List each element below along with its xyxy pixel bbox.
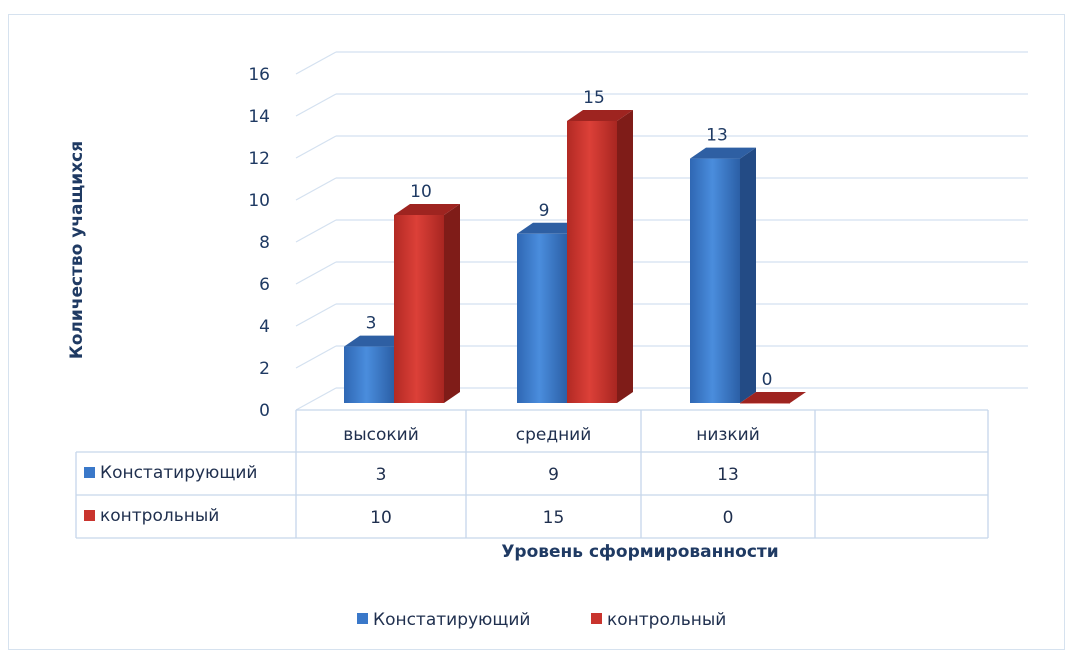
bar-top bbox=[517, 222, 583, 234]
gridline-depth bbox=[295, 177, 337, 201]
y-tick-label: 8 bbox=[259, 233, 270, 253]
bar bbox=[567, 121, 617, 403]
y-axis-title: Количество учащихся bbox=[67, 141, 87, 359]
bar bbox=[517, 233, 567, 403]
gridline-depth bbox=[295, 261, 337, 285]
table-cell: 15 bbox=[543, 508, 565, 528]
gridline-depth bbox=[295, 345, 337, 369]
table-cell: 9 bbox=[548, 465, 559, 485]
gridline-depth bbox=[295, 387, 337, 411]
bar bbox=[344, 346, 394, 403]
legend-label: контрольный bbox=[607, 610, 726, 630]
y-tick-label: 14 bbox=[248, 107, 270, 127]
data-labels: 3 10 9 15 13 0 bbox=[366, 88, 773, 390]
bar-top bbox=[690, 147, 756, 159]
data-label: 0 bbox=[762, 370, 773, 390]
gridline-depth bbox=[295, 93, 337, 117]
y-tick-label: 0 bbox=[259, 401, 270, 421]
table-cell: 10 bbox=[370, 508, 392, 528]
data-table: высокий средний низкий Констатирующий 3 9 13 ко… bbox=[75, 409, 989, 539]
y-axis-ticks: 0 2 4 6 8 10 12 14 16 bbox=[248, 65, 270, 421]
legend: Констатирующий контрольный bbox=[357, 610, 726, 630]
bar bbox=[394, 215, 444, 403]
bar-side bbox=[444, 204, 460, 403]
bar bbox=[690, 158, 740, 403]
bar-side bbox=[740, 147, 756, 403]
bar-top bbox=[567, 110, 633, 121]
bar-side bbox=[617, 110, 633, 403]
data-label: 9 bbox=[539, 201, 550, 221]
table-series-name: Констатирующий bbox=[100, 463, 257, 483]
data-label: 13 bbox=[706, 126, 728, 146]
data-label: 15 bbox=[583, 88, 605, 108]
bar-top bbox=[344, 335, 410, 347]
category-label: низкий bbox=[696, 425, 760, 445]
table-series-name: контрольный bbox=[100, 506, 219, 526]
y-tick-label: 4 bbox=[259, 317, 270, 337]
y-tick-label: 6 bbox=[259, 275, 270, 295]
legend-label: Констатирующий bbox=[373, 610, 530, 630]
gridline-depth bbox=[295, 303, 337, 327]
table-legend-key bbox=[84, 510, 95, 521]
legend-key bbox=[357, 613, 368, 624]
category-label: высокий bbox=[343, 425, 419, 445]
y-tick-label: 16 bbox=[248, 65, 270, 85]
category-label: средний bbox=[516, 425, 592, 445]
x-axis-title: Уровень сформированности bbox=[501, 542, 778, 562]
bar-top bbox=[394, 204, 460, 215]
bars bbox=[344, 110, 806, 404]
bar-top bbox=[740, 392, 806, 403]
data-label: 3 bbox=[366, 314, 377, 334]
y-tick-label: 10 bbox=[248, 191, 270, 211]
bar bbox=[740, 403, 790, 404]
data-label: 10 bbox=[410, 182, 432, 202]
gridline-depth bbox=[295, 219, 337, 243]
table-cell: 13 bbox=[717, 465, 739, 485]
y-tick-label: 2 bbox=[259, 359, 270, 379]
y-tick-label: 12 bbox=[248, 149, 270, 169]
gridline-depth bbox=[295, 135, 337, 159]
legend-key bbox=[591, 613, 602, 624]
table-legend-key bbox=[84, 467, 95, 478]
gridline-depth bbox=[295, 51, 337, 75]
table-cell: 0 bbox=[723, 508, 734, 528]
table-cell: 3 bbox=[376, 465, 387, 485]
